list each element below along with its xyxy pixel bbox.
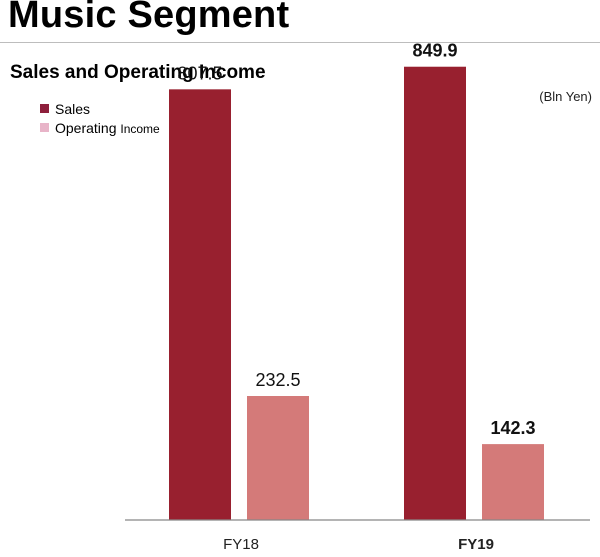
legend-swatch-operating-income xyxy=(40,123,49,132)
bar-operating-income-fy18 xyxy=(247,396,309,520)
legend-swatch-sales xyxy=(40,104,49,113)
legend-item-sales: Sales xyxy=(40,99,160,118)
title-divider xyxy=(0,42,600,43)
x-tick-label-fy19: FY19 xyxy=(458,536,494,553)
legend-label-operating-main: Operating xyxy=(55,119,117,136)
bar-operating-income-fy19 xyxy=(482,444,544,520)
bar-sales-fy19 xyxy=(404,66,466,520)
data-label-sales-fy19: 849.9 xyxy=(412,41,457,61)
bar-sales-fy18 xyxy=(169,89,231,520)
chart-title: Sales and Operating Income xyxy=(10,62,266,83)
data-label-sales-fy18: 807.5 xyxy=(177,63,222,83)
legend-item-operating-income: Operating Income xyxy=(40,118,160,137)
data-label-operating-income-fy18: 232.5 xyxy=(255,370,300,390)
page-title: Music Segment xyxy=(8,0,290,36)
unit-label: (Bln Yen) xyxy=(539,89,592,104)
data-label-operating-income-fy19: 142.3 xyxy=(490,418,535,438)
legend-label-sales: Sales xyxy=(55,100,91,117)
legend-label-operating-income: Operating Income xyxy=(55,120,160,136)
x-tick-label-fy18: FY18 xyxy=(223,536,259,553)
chart-legend: Sales Operating Income xyxy=(40,99,160,137)
legend-label-operating-small: Income xyxy=(120,121,160,136)
